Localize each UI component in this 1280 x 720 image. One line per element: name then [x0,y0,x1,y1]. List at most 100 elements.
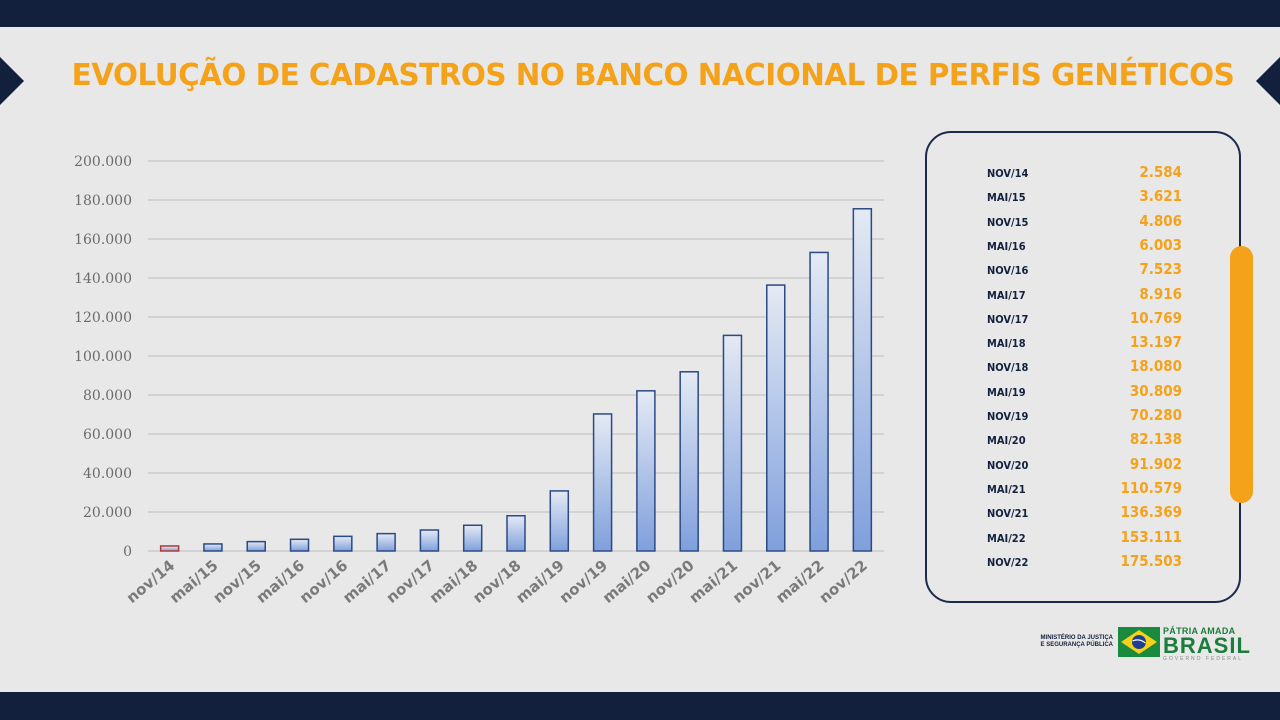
row-label: NOV/20 [987,458,1029,472]
row-label: MAI/21 [987,482,1026,496]
slogan-main: BRASIL [1163,633,1251,658]
table-row: NOV/14 2.584 [987,163,1182,187]
row-label: NOV/19 [987,410,1029,423]
bar-nov-18 [506,514,526,552]
table-row: NOV/19 70.280 [987,406,1182,430]
table-row: MAI/21 110.579 [987,479,1182,503]
slogan-sub: GOVERNO FEDERAL [1163,656,1244,662]
row-label: MAI/17 [987,288,1026,302]
x-tick-label: nov/19 [556,556,611,607]
right-arrow-decoration [1256,57,1280,105]
bar-nov-17 [419,529,440,552]
row-label: MAI/18 [987,337,1026,351]
row-value: 82.138 [1129,430,1182,449]
table-row: NOV/17 10.769 [987,309,1182,333]
row-label: NOV/18 [987,361,1029,375]
table-row: NOV/16 7.523 [987,260,1182,284]
x-tick-label: nov/16 [296,556,351,607]
row-label: NOV/15 [987,215,1029,229]
government-logo: PÁTRIA AMADA BRASIL GOVERNO FEDERAL [1163,626,1251,662]
x-tick-label: nov/18 [469,556,524,607]
y-tick-label: 160.000 [74,232,132,248]
y-tick-label: 40.000 [83,466,132,482]
row-value: 2.584 [1139,163,1182,181]
bar-nov-21 [766,284,786,552]
row-value: 3.621 [1139,187,1182,206]
table-row: MAI/17 8.916 [987,285,1182,309]
y-tick-label: 120.000 [74,310,132,326]
table-row: NOV/21 136.369 [987,503,1182,527]
values-table-panel: NOV/14 2.584 MAI/15 3.621 NOV/15 4.806 MAI/16 6… [925,131,1241,603]
bar-chart: 0 20.000 40.000 60.000 80.000 100.000 120.000 1… [74,154,884,607]
x-tick-label: mai/16 [253,556,308,607]
y-tick-label: 0 [123,544,132,560]
bar-mai-16 [289,538,310,552]
table-row: MAI/22 153.111 [987,528,1182,552]
slogan-top: PÁTRIA AMADA [1163,626,1236,636]
table-row: NOV/20 91.902 [987,455,1182,479]
page-title: EVOLUÇÃO DE CADASTROS NO BANCO NACIONAL … [71,58,1235,93]
x-tick-label: nov/17 [383,556,438,607]
row-value: 91.902 [1129,454,1182,473]
table-row: NOV/22 175.503 [987,552,1182,576]
bar-mai-22 [809,251,829,552]
row-label: MAI/20 [987,434,1026,448]
x-tick-label: nov/20 [642,556,697,607]
table-row: NOV/15 4.806 [987,212,1182,236]
row-value: 30.809 [1129,381,1182,400]
x-tick-label: mai/17 [339,556,394,607]
table-row: NOV/18 18.080 [987,357,1182,381]
row-label: MAI/15 [987,191,1026,205]
ministry-label: MINISTÉRIO DA JUSTIÇA E SEGURANÇA PÚBLIC… [1040,635,1113,648]
table-row: MAI/15 3.621 [987,187,1182,211]
scrollbar-thumb[interactable] [1230,246,1253,503]
bottom-bar [0,692,1280,720]
y-tick-label: 200.000 [74,154,132,170]
bar-mai-17 [376,532,396,552]
row-value: 153.111 [1120,527,1182,546]
y-tick-label: 60.000 [83,427,132,443]
row-label: NOV/17 [987,312,1029,326]
left-arrow-decoration [0,57,24,105]
x-tick-label: nov/14 [123,556,178,607]
y-tick-label: 180.000 [74,193,132,209]
row-label: NOV/14 [987,167,1029,180]
bar-nov-16 [333,535,353,552]
bar-nov-19 [592,413,613,552]
x-tick-label: mai/22 [772,556,827,607]
table-row: MAI/16 6.003 [987,236,1182,260]
row-value: 4.806 [1139,211,1182,230]
bar-mai-18 [462,524,483,552]
y-tick-label: 100.000 [74,349,132,365]
row-label: NOV/22 [987,555,1029,569]
top-bar [0,0,1280,27]
table-row: MAI/19 30.809 [987,382,1182,406]
row-value: 7.523 [1139,260,1182,279]
row-value: 18.080 [1129,357,1182,376]
row-label: NOV/16 [987,264,1029,278]
row-label: NOV/21 [987,507,1029,521]
row-value: 136.369 [1120,503,1182,522]
y-tick-label: 20.000 [83,505,132,521]
row-label: MAI/16 [987,239,1026,253]
y-tick-label: 80.000 [83,388,132,404]
y-tick-label: 140.000 [74,271,132,287]
bar-nov-20 [679,371,699,552]
x-tick-label: mai/20 [599,556,654,607]
x-tick-label: nov/22 [816,556,871,607]
x-tick-label: mai/18 [426,556,481,607]
x-tick-label: mai/15 [166,556,221,607]
row-label: MAI/19 [987,385,1026,399]
row-value: 10.769 [1129,308,1182,327]
row-value: 6.003 [1139,235,1182,254]
bar-mai-21 [722,334,743,552]
row-value: 8.916 [1139,284,1182,303]
x-tick-label: nov/21 [729,556,784,607]
bar-mai-20 [636,390,656,552]
bar-mai-15 [203,543,223,552]
table-row: MAI/18 13.197 [987,333,1182,357]
table-row: MAI/20 82.138 [987,430,1182,454]
brazil-flag-icon [1118,627,1160,657]
bar-mai-19 [549,490,570,552]
row-value: 70.280 [1129,406,1182,424]
